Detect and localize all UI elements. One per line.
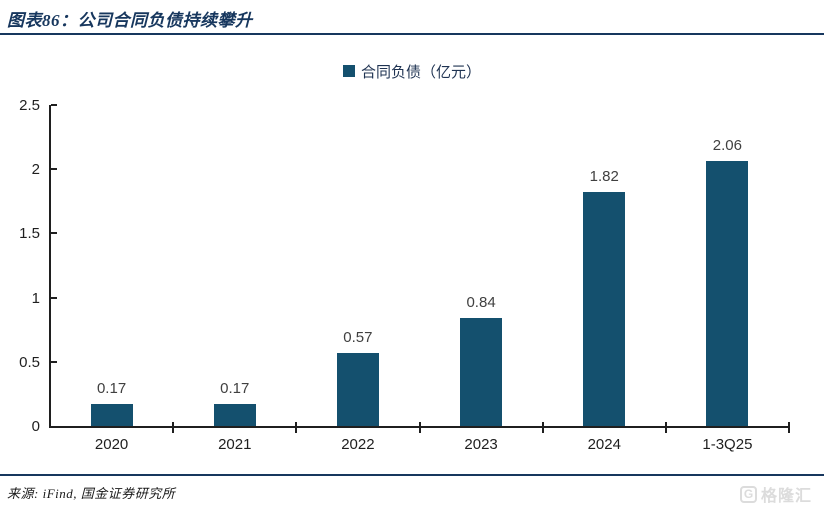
bar-2022: [336, 352, 379, 426]
x-axis-label: 2023: [464, 436, 498, 453]
x-axis-tick-mark: [541, 422, 544, 433]
bar-2023: [460, 318, 503, 426]
source-text: 来源: iFind, 国金证券研究所: [7, 486, 176, 501]
chart-title: 图表86：公司合同负债持续攀升: [7, 11, 253, 30]
footer-divider: [0, 474, 824, 476]
gelonghui-watermark: G 格隆汇: [739, 482, 812, 506]
bar-value-label: 1.82: [589, 168, 619, 186]
y-axis-line: [49, 105, 51, 428]
bar-2020: [90, 404, 133, 426]
y-axis-tick-label: 1: [31, 289, 40, 307]
watermark-text: 格隆汇: [760, 488, 812, 505]
y-axis-tick-mark: [51, 360, 57, 363]
y-axis-tick-label: 0: [31, 418, 40, 435]
x-axis-label: 1-3Q25: [702, 436, 753, 453]
x-axis-label: 2022: [341, 436, 375, 453]
legend-label: 合同负债（亿元）: [360, 64, 481, 81]
x-axis-label: 2021: [218, 436, 252, 453]
y-axis-tick-label: 0.5: [19, 353, 40, 371]
x-axis-label: 2020: [94, 436, 129, 453]
x-axis-tick-mark: [788, 422, 790, 433]
x-axis-tick-mark: [664, 422, 667, 433]
chart-legend: 合同负债（亿元）: [0, 62, 824, 81]
gelonghui-logo-icon: G: [739, 485, 757, 503]
y-axis-tick-label: 2.5: [19, 97, 40, 114]
bar-2021: [213, 404, 256, 426]
bar-value-label: 0.17: [220, 380, 250, 398]
y-axis-tick-mark: [51, 104, 57, 106]
y-axis-tick-mark: [51, 168, 57, 171]
bar-value-label: 0.84: [466, 294, 496, 312]
y-axis-tick-mark: [51, 232, 57, 235]
y-axis-tick-label: 2: [31, 161, 40, 179]
x-axis-label: 2024: [587, 436, 621, 453]
y-axis-tick-label: 1.5: [19, 225, 40, 243]
legend-swatch: [342, 65, 355, 77]
title-divider: [0, 33, 824, 35]
bar-value-label: 0.17: [96, 380, 127, 398]
bar-value-label: 2.06: [712, 137, 742, 155]
bar-value-label: 0.57: [343, 328, 373, 346]
bar-1-3Q25: [706, 161, 749, 426]
y-axis-tick-mark: [51, 296, 57, 299]
x-axis-tick-mark: [172, 422, 175, 433]
bar-2024: [583, 192, 626, 426]
x-axis-tick-mark: [295, 422, 298, 433]
x-axis-tick-mark: [418, 422, 421, 433]
